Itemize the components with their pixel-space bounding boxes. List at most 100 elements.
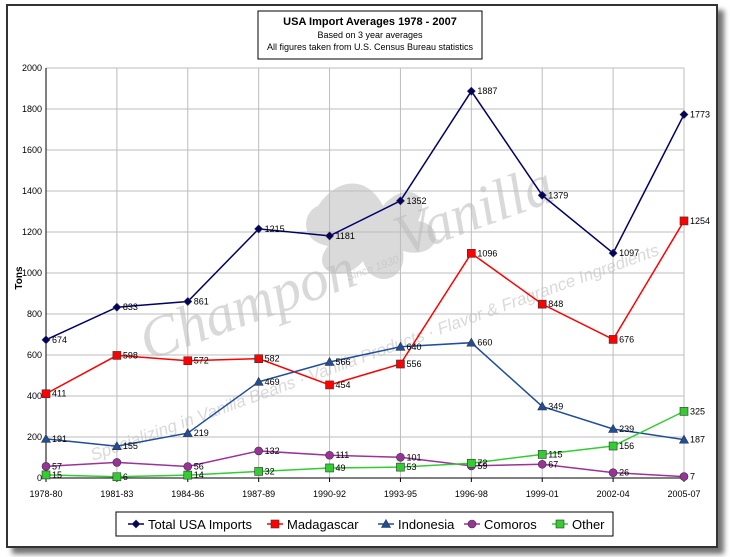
data-point-indonesia xyxy=(40,433,52,443)
data-point-comoros xyxy=(396,452,405,462)
x-tick-label: 1999-01 xyxy=(526,489,559,499)
legend-marker-indonesia xyxy=(380,518,392,528)
data-label-madagascar: 582 xyxy=(265,354,280,364)
data-label-total-usa-imports: 1887 xyxy=(477,86,497,96)
data-point-madagascar xyxy=(183,356,193,366)
data-label-indonesia: 469 xyxy=(265,377,280,387)
data-label-comoros: 111 xyxy=(336,450,350,460)
y-axis-label: Tons xyxy=(14,266,25,290)
x-tick-label: 1987-89 xyxy=(242,489,275,499)
data-label-madagascar: 572 xyxy=(194,356,209,366)
data-point-total-usa-imports xyxy=(112,302,122,312)
data-label-other: 115 xyxy=(548,449,562,459)
data-point-indonesia xyxy=(395,341,406,351)
data-point-other xyxy=(537,450,547,459)
chart-title: USA Import Averages 1978 - 2007 xyxy=(283,16,457,28)
legend-label-total-usa-imports: Total USA Imports xyxy=(148,517,253,532)
legend-marker-other xyxy=(555,519,565,529)
data-point-comoros xyxy=(112,458,122,467)
x-tick-label: 2005-07 xyxy=(667,489,700,499)
data-label-comoros: 101 xyxy=(406,452,421,462)
data-point-indonesia xyxy=(608,423,619,433)
data-point-madagascar xyxy=(467,249,476,258)
legend-marker-comoros xyxy=(467,519,477,529)
data-point-comoros xyxy=(254,446,263,456)
data-label-indonesia: 660 xyxy=(477,338,492,348)
data-point-other xyxy=(679,407,689,416)
legend-label-other: Other xyxy=(572,517,605,532)
data-label-other: 15 xyxy=(52,470,62,480)
data-point-other xyxy=(254,467,263,476)
data-point-madagascar xyxy=(41,389,51,399)
legend-marker-madagascar xyxy=(270,519,280,529)
data-label-madagascar: 411 xyxy=(52,389,66,399)
data-label-total-usa-imports: 674 xyxy=(52,335,67,345)
data-label-total-usa-imports: 1379 xyxy=(548,190,568,200)
data-label-other: 49 xyxy=(336,463,346,473)
data-point-total-usa-imports xyxy=(537,190,547,200)
data-point-comoros xyxy=(608,468,618,477)
data-point-total-usa-imports xyxy=(254,224,264,234)
data-label-comoros: 59 xyxy=(477,461,487,471)
data-point-madagascar xyxy=(112,351,122,360)
data-label-indonesia: 640 xyxy=(406,342,421,352)
data-point-total-usa-imports xyxy=(41,335,51,345)
data-label-total-usa-imports: 1097 xyxy=(619,248,639,258)
data-label-indonesia: 239 xyxy=(619,424,634,434)
data-label-madagascar: 556 xyxy=(406,359,421,369)
data-point-other xyxy=(467,458,476,468)
data-point-madagascar xyxy=(608,335,618,344)
data-label-madagascar: 454 xyxy=(336,380,351,390)
data-point-comoros xyxy=(183,462,193,471)
data-label-madagascar: 848 xyxy=(548,299,563,309)
data-point-indonesia xyxy=(466,337,477,347)
legend-box xyxy=(115,511,614,537)
y-tick-label: 200 xyxy=(27,432,42,442)
data-point-indonesia xyxy=(324,356,335,366)
data-label-comoros: 7 xyxy=(690,472,695,482)
data-point-indonesia xyxy=(253,376,264,386)
series-line-total-usa-imports xyxy=(45,89,685,341)
data-point-other xyxy=(608,441,618,451)
data-label-madagascar: 676 xyxy=(619,334,634,344)
plot-area: 0 200 400 600 800 1000 1200 1400 1600 1800 2000 197… xyxy=(22,63,710,499)
data-point-other xyxy=(396,462,405,472)
data-label-other: 325 xyxy=(690,406,705,416)
data-label-total-usa-imports: 1181 xyxy=(336,231,355,241)
orchid-logo-icon xyxy=(306,183,436,280)
data-label-indonesia: 155 xyxy=(123,441,138,451)
data-label-indonesia: 219 xyxy=(194,428,209,438)
data-point-total-usa-imports xyxy=(325,231,334,241)
y-tick-label: 1200 xyxy=(22,227,42,237)
data-label-comoros: 67 xyxy=(548,459,558,469)
data-point-other xyxy=(112,472,122,482)
series-line-indonesia xyxy=(45,341,685,447)
legend-label-indonesia: Indonesia xyxy=(398,517,455,532)
chart-subtitle-2: All figures taken from U.S. Census Burea… xyxy=(267,42,474,52)
y-tick-label: 1800 xyxy=(22,104,42,114)
x-tick-label: 2002-04 xyxy=(597,489,630,499)
data-label-indonesia: 187 xyxy=(690,435,705,445)
line-chart: USA Import Averages 1978 - 2007 Based on… xyxy=(14,10,710,537)
data-label-total-usa-imports: 1215 xyxy=(265,224,285,234)
data-point-madagascar xyxy=(679,216,689,226)
data-point-indonesia xyxy=(678,434,690,444)
data-point-indonesia xyxy=(182,427,193,437)
data-point-other xyxy=(325,463,334,473)
data-point-total-usa-imports xyxy=(608,248,618,258)
data-point-comoros xyxy=(537,459,547,469)
data-point-other xyxy=(183,470,193,480)
y-tick-label: 800 xyxy=(27,309,42,319)
data-point-comoros xyxy=(41,462,51,471)
data-label-madagascar: 1254 xyxy=(690,216,710,226)
x-tick-label: 1990-92 xyxy=(313,489,346,499)
y-tick-label: 1600 xyxy=(22,145,42,155)
chart-frame: USA Import Averages 1978 - 2007 Based on… xyxy=(6,4,718,548)
y-tick-label: 1000 xyxy=(22,268,42,278)
x-tick-label: 1993-95 xyxy=(384,489,417,499)
data-point-madagascar xyxy=(396,359,405,369)
data-label-other: 72 xyxy=(477,458,487,468)
data-label-total-usa-imports: 833 xyxy=(123,302,138,312)
data-label-other: 53 xyxy=(406,462,416,472)
data-point-indonesia xyxy=(111,441,122,451)
